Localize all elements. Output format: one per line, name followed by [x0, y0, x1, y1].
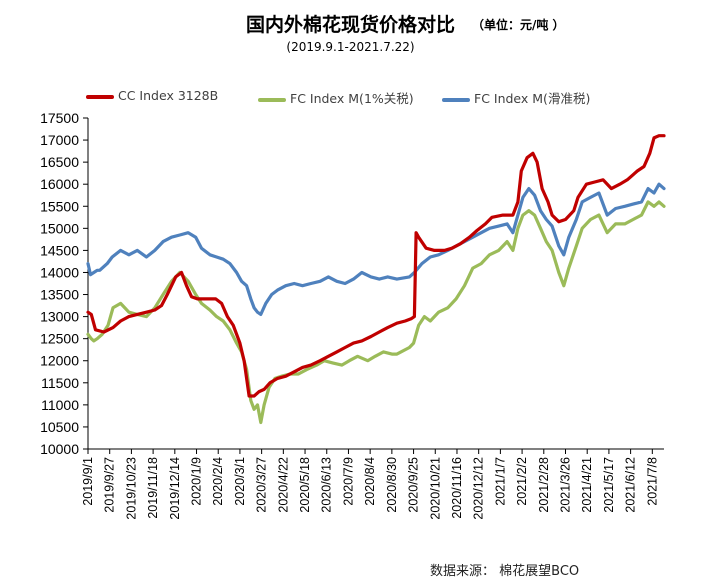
x-tick-label: 2020/7/9 [341, 457, 355, 506]
y-tick-label: 14000 [40, 264, 79, 280]
x-tick-label: 2019/11/18 [146, 457, 160, 519]
x-tick-label: 2019/12/14 [168, 457, 182, 520]
y-tick-label: 16500 [40, 154, 79, 170]
legend-item-cc: CC Index 3128B [86, 88, 218, 103]
series-line-fc2 [86, 182, 666, 316]
series-line-cc [86, 134, 666, 398]
x-tick-label: 2020/10/21 [428, 457, 442, 520]
x-tick-label: 2020/1/9 [190, 457, 204, 506]
y-tick-label: 16000 [40, 176, 79, 192]
y-tick-label: 15000 [40, 220, 79, 236]
x-tick-label: 2020/3/27 [255, 457, 269, 513]
x-tick-label: 2021/4/21 [580, 457, 594, 513]
legend-item-fc2: FC Index M(滑准税) [442, 88, 590, 107]
chart-subtitle: (2019.9.1-2021.7.22) [286, 40, 415, 54]
x-tick-label: 2021/7/8 [645, 457, 659, 506]
legend-label-fc2: FC Index M(滑准税) [474, 91, 591, 106]
y-tick-label: 17500 [40, 110, 79, 126]
x-tick-label: 2021/2/28 [537, 457, 551, 513]
legend-item-fc1: FC Index M(1%关税) [258, 88, 414, 107]
y-tick-label: 12500 [40, 331, 79, 347]
y-tick-label: 17000 [40, 132, 79, 148]
x-tick-label: 2021/6/12 [624, 457, 638, 513]
x-tick-label: 2020/6/13 [320, 457, 334, 513]
x-tick-label: 2020/8/4 [363, 457, 377, 506]
y-tick-label: 10500 [40, 419, 79, 435]
x-tick-label: 2021/2/2 [515, 457, 529, 506]
x-tick-label: 2021/5/17 [602, 457, 616, 513]
legend-label-fc1: FC Index M(1%关税) [290, 91, 414, 106]
data-source: 数据来源： 棉花展望BCO [430, 564, 580, 579]
x-tick-label: 2020/2/4 [211, 457, 225, 506]
y-tick-label: 14500 [40, 242, 79, 258]
x-tick-label: 2020/12/12 [472, 457, 486, 520]
legend-swatch-cc [86, 94, 114, 99]
x-tick-label: 2019/9/1 [81, 457, 95, 506]
x-tick-label: 2020/4/22 [276, 457, 290, 513]
x-tick-label: 2019/9/27 [103, 457, 117, 513]
y-tick-label: 11000 [41, 397, 79, 413]
x-tick-label: 2019/10/23 [124, 457, 138, 520]
y-tick-label: 13500 [40, 287, 79, 303]
legend-label-cc: CC Index 3128B [118, 88, 219, 103]
x-tick-label: 2020/11/16 [450, 457, 464, 519]
x-tick-label: 2021/1/7 [493, 457, 507, 506]
legend-swatch-fc1 [258, 97, 286, 102]
unit-label: （单位：元/吨 ） [472, 18, 565, 32]
y-tick-label: 12000 [40, 353, 79, 369]
x-tick-label: 2020/9/25 [407, 457, 421, 513]
y-tick-label: 13000 [40, 309, 79, 325]
x-tick-label: 2020/8/30 [385, 457, 399, 513]
y-tick-label: 10000 [40, 441, 79, 457]
x-tick-label: 2020/5/18 [298, 457, 312, 513]
legend-swatch-fc2 [442, 97, 470, 102]
x-tick-label: 2021/3/26 [558, 457, 572, 513]
x-tick-label: 2020/3/1 [233, 457, 247, 506]
y-tick-label: 11500 [41, 375, 79, 391]
chart-title: 国内外棉花现货价格对比 [245, 14, 455, 36]
y-tick-label: 15500 [40, 198, 79, 214]
